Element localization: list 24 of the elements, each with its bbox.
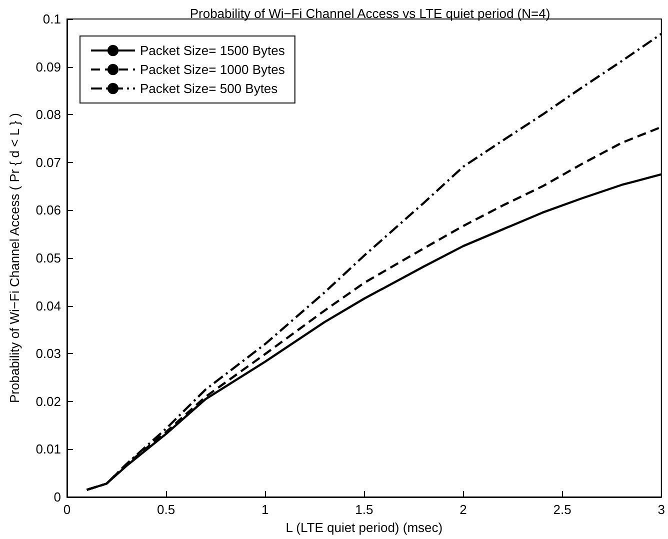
x-tick-label: 1.5 [355, 502, 374, 517]
x-tick-label: 0 [63, 502, 71, 517]
y-tick-label: 0.06 [36, 202, 61, 218]
y-tick-label: 0.04 [36, 298, 61, 314]
legend-label: Packet Size= 1500 Bytes [140, 43, 286, 58]
y-tick-label: 0.1 [42, 12, 61, 26]
chart-title: Probability of Wi−Fi Channel Access vs LTE quiet period (N=4) [190, 6, 550, 21]
y-tick-label: 0.02 [36, 394, 61, 409]
y-tick-label: 0.01 [36, 442, 61, 457]
y-tick-label: 0.08 [36, 107, 61, 122]
y-tick-label: 0.03 [36, 346, 61, 362]
y-tick-label: 0 [54, 490, 61, 504]
y-axis-title: Probability of Wi−Fi Channel Access ( Pr { d < L } ) [7, 113, 22, 403]
legend-label: Packet Size= 1000 Bytes [140, 62, 286, 77]
y-tick-label: 0.09 [36, 59, 61, 74]
x-tick-label: 1 [262, 502, 269, 517]
legend-label: Packet Size= 500 Bytes [140, 81, 278, 96]
y-tick-label: 0.07 [36, 154, 61, 170]
x-axis-title: L (LTE quiet period) (msec) [286, 520, 443, 535]
y-tick-label: 0.05 [36, 250, 61, 266]
x-tick-label: 0.5 [157, 502, 176, 517]
x-tick-label: 3 [658, 502, 665, 517]
x-tick-label: 2.5 [553, 502, 572, 517]
x-tick-label: 2 [460, 502, 467, 517]
